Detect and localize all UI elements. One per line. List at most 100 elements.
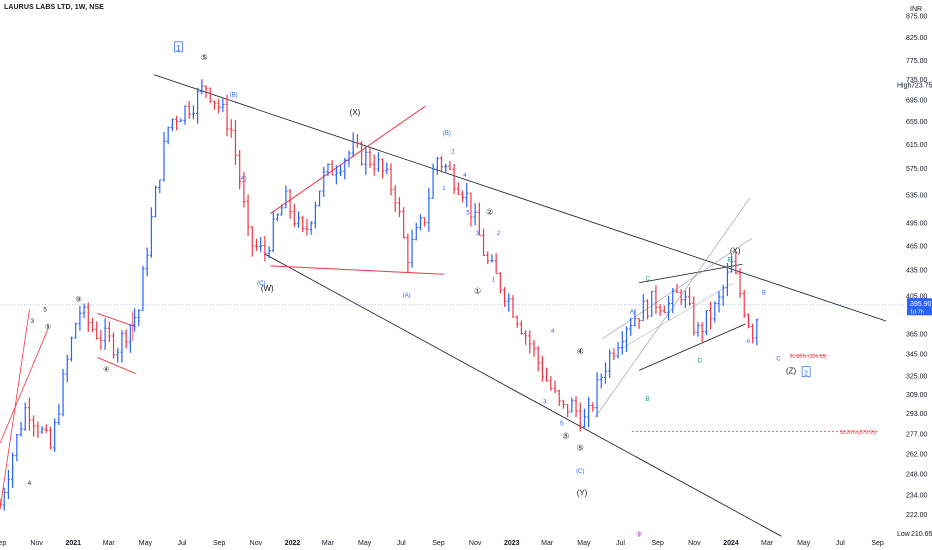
wave-label: (W): [261, 284, 274, 293]
wave-label: 2: [497, 231, 501, 237]
wave-label: (Z): [786, 366, 797, 375]
x-tick-label: Mar: [103, 540, 116, 547]
wave-label: ⑤: [45, 323, 51, 331]
wave-label: 1: [176, 44, 181, 53]
x-tick-label: 2024: [723, 540, 739, 547]
wave-label: D: [698, 359, 703, 365]
wave-label: 5: [43, 308, 47, 314]
wave-label: ⑨: [76, 296, 82, 304]
y-tick-label: 345.00: [906, 352, 928, 359]
wave-label: C: [645, 276, 650, 282]
trend-line[interactable]: [97, 313, 136, 328]
wave-label: 3: [476, 231, 480, 237]
y-tick-label: 309.00: [906, 392, 928, 399]
chart-title: LAURUS LABS LTD, 1W, NSE: [4, 4, 104, 11]
wave-label: (X): [350, 108, 361, 117]
x-tick-label: Nov: [688, 540, 701, 547]
trend-line[interactable]: [153, 74, 887, 322]
wave-label: E: [728, 257, 732, 263]
fib-level-label: 61.80% (324.25): [790, 354, 827, 360]
y-tick-label: 465.00: [906, 243, 928, 250]
currency-label: INR: [910, 6, 922, 13]
wave-label: 5: [560, 422, 564, 428]
wave-label: 2: [804, 371, 808, 378]
x-tick-label: 2023: [504, 540, 520, 547]
wave-label: 4: [28, 481, 32, 487]
wave-label: 3: [543, 399, 547, 405]
wave-label: 1: [491, 277, 495, 283]
wave-label: A: [630, 310, 634, 316]
last-price-tag: [907, 298, 932, 316]
wave-label: ④: [577, 347, 584, 356]
x-tick-label: 2021: [65, 540, 81, 547]
trend-line[interactable]: [0, 309, 30, 510]
x-tick-label: Mar: [541, 540, 554, 547]
wave-label: (A): [239, 176, 247, 182]
wave-label: (C): [576, 469, 584, 475]
x-tick-label: Sep: [0, 540, 6, 547]
wave-label: (B): [443, 131, 451, 137]
y-tick-label: 875.00: [906, 14, 928, 21]
x-tick-label: Jul: [397, 540, 406, 547]
x-tick-label: Sep: [652, 540, 665, 547]
x-tick-label: Nov: [250, 540, 263, 547]
wave-label: ④: [103, 365, 109, 373]
x-tick-label: Sep: [432, 540, 445, 547]
wave-label: ⑤: [201, 53, 208, 62]
y-tick-label: 695.00: [906, 97, 928, 104]
wave-label-box: [174, 41, 183, 53]
wave-label: (X): [730, 246, 741, 255]
y-tick-label: 222.00: [906, 512, 928, 519]
y-tick-label: 365.00: [906, 331, 928, 338]
y-tick-label: 775.00: [906, 58, 928, 65]
x-tick-label: Jul: [836, 540, 845, 547]
wave-label: B: [762, 290, 766, 296]
x-tick-label: Nov: [30, 540, 43, 547]
low-value: 210.65: [911, 531, 932, 538]
x-tick-label: Jul: [616, 540, 625, 547]
trend-line[interactable]: [0, 328, 49, 444]
y-tick-label: 825.00: [906, 35, 928, 42]
trend-line[interactable]: [620, 282, 734, 350]
wave-label: ⑤: [577, 444, 584, 453]
wave-label: (Y): [577, 489, 588, 498]
last-price-countdown: 1d 7h: [910, 309, 924, 315]
x-tick-label: Jul: [178, 540, 187, 547]
y-tick-label: 735.00: [906, 77, 928, 84]
x-tick-label: Mar: [761, 540, 774, 547]
x-tick-label: May: [797, 540, 811, 547]
x-tick-label: Nov: [469, 540, 482, 547]
wave-label: (A): [403, 293, 411, 299]
wave-label: (C): [257, 281, 265, 287]
wave-label: ⑨: [636, 531, 642, 539]
wave-label: C: [776, 356, 781, 362]
x-tick-label: May: [139, 540, 153, 547]
trend-line[interactable]: [639, 263, 743, 284]
trend-line[interactable]: [638, 323, 746, 371]
fib-level-label: 38.20% (279.05): [840, 430, 877, 436]
high-label: High: [897, 83, 912, 90]
wave-label: ②: [486, 207, 493, 216]
y-tick-label: 495.00: [906, 221, 928, 228]
y-tick-label: 405.00: [906, 293, 928, 300]
y-tick-label: 325.00: [906, 373, 928, 380]
wave-label-box: [801, 366, 811, 378]
x-tick-label: 2022: [285, 540, 301, 547]
y-tick-label: 277.00: [906, 431, 928, 438]
wave-label: 3: [31, 319, 35, 325]
wave-label: 4: [551, 329, 555, 335]
y-tick-label: 248.00: [906, 472, 928, 479]
wave-label: ⑤: [562, 432, 569, 441]
wave-label: (B): [230, 93, 238, 99]
y-tick-label: 655.00: [906, 119, 928, 126]
wave-label: B: [646, 397, 650, 403]
high-value: 723.75: [911, 83, 932, 90]
wave-label: 1: [442, 186, 446, 192]
trend-line[interactable]: [270, 265, 444, 275]
y-tick-label: 535.00: [906, 192, 928, 199]
y-tick-label: 293.00: [906, 411, 928, 418]
low-label: Low: [897, 531, 911, 538]
trend-line[interactable]: [264, 253, 782, 537]
trend-line[interactable]: [97, 356, 136, 375]
